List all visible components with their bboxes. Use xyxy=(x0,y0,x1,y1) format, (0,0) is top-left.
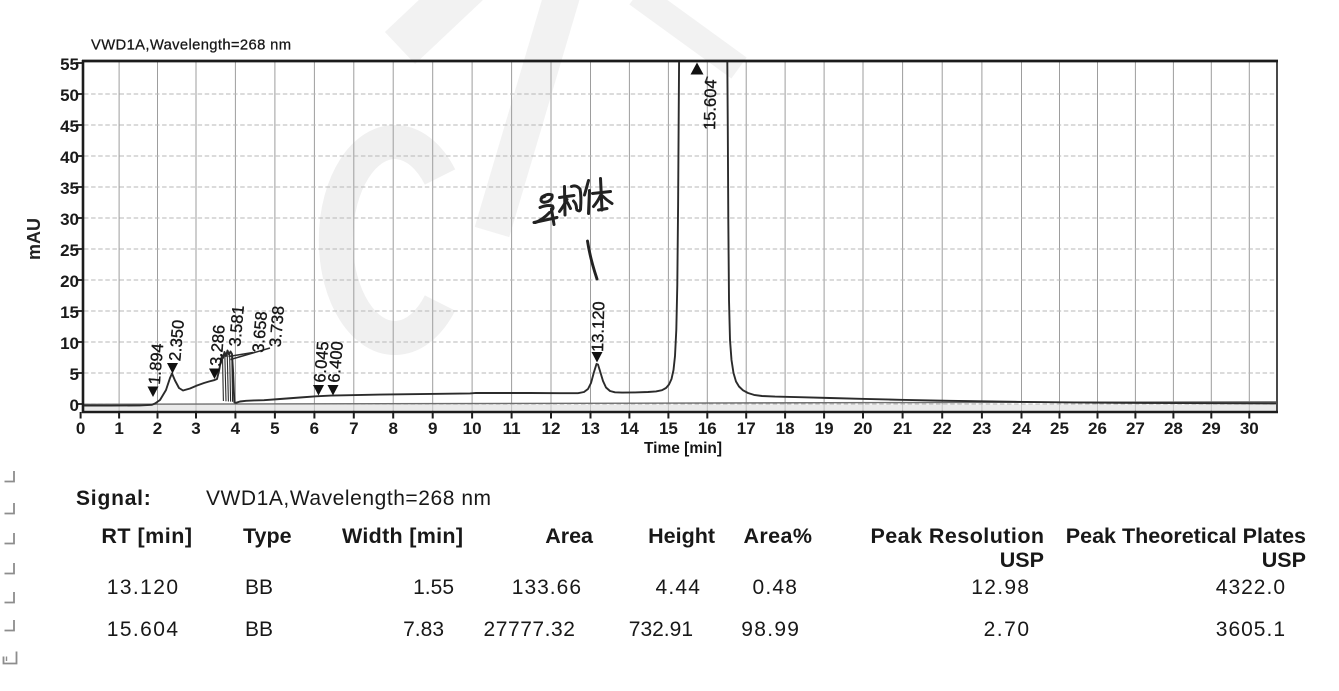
svg-text:2.350: 2.350 xyxy=(166,319,188,362)
svg-text:mAU: mAU xyxy=(24,218,44,260)
svg-text:5: 5 xyxy=(270,419,279,438)
svg-text:3.738: 3.738 xyxy=(267,305,289,348)
svg-text:13: 13 xyxy=(581,419,600,438)
svg-text:25: 25 xyxy=(1050,419,1069,438)
svg-text:45: 45 xyxy=(60,117,79,136)
svg-text:40: 40 xyxy=(60,148,79,167)
svg-text:23: 23 xyxy=(972,419,991,438)
svg-text:14: 14 xyxy=(620,419,639,438)
svg-text:10: 10 xyxy=(60,334,79,353)
svg-text:10: 10 xyxy=(463,419,482,438)
svg-text:15.604: 15.604 xyxy=(701,79,720,130)
svg-text:55: 55 xyxy=(60,55,79,74)
svg-text:8: 8 xyxy=(388,419,397,438)
svg-text:3: 3 xyxy=(191,419,200,438)
svg-text:50: 50 xyxy=(60,86,79,105)
svg-text:17: 17 xyxy=(737,419,756,438)
svg-text:3.658: 3.658 xyxy=(250,311,272,354)
svg-text:24: 24 xyxy=(1012,419,1031,438)
svg-text:0: 0 xyxy=(70,396,79,415)
svg-text:29: 29 xyxy=(1202,419,1221,438)
svg-text:4: 4 xyxy=(231,419,241,438)
svg-text:20: 20 xyxy=(854,419,873,438)
svg-text:19: 19 xyxy=(815,419,834,438)
svg-text:35: 35 xyxy=(60,179,79,198)
svg-text:9: 9 xyxy=(428,419,437,438)
svg-text:25: 25 xyxy=(60,241,79,260)
svg-text:30: 30 xyxy=(60,210,79,229)
svg-text:7: 7 xyxy=(349,419,358,438)
svg-text:6: 6 xyxy=(310,419,319,438)
svg-text:20: 20 xyxy=(60,272,79,291)
svg-text:VWD1A,Wavelength=268 nm: VWD1A,Wavelength=268 nm xyxy=(91,38,291,54)
svg-text:13.120: 13.120 xyxy=(589,301,608,352)
svg-text:27: 27 xyxy=(1126,419,1145,438)
svg-text:11: 11 xyxy=(503,419,521,438)
svg-text:5: 5 xyxy=(70,365,79,384)
svg-text:22: 22 xyxy=(933,419,952,438)
svg-text:12: 12 xyxy=(542,419,561,438)
svg-text:30: 30 xyxy=(1240,419,1259,438)
svg-text:21: 21 xyxy=(893,419,912,438)
svg-text:18: 18 xyxy=(776,419,795,438)
svg-text:6.045: 6.045 xyxy=(311,341,333,384)
svg-text:3.286: 3.286 xyxy=(207,324,229,367)
svg-text:28: 28 xyxy=(1164,419,1183,438)
svg-text:Time [min]: Time [min] xyxy=(644,440,722,457)
svg-text:15: 15 xyxy=(659,419,678,438)
svg-text:3.581: 3.581 xyxy=(226,305,248,348)
svg-text:6.400: 6.400 xyxy=(325,341,347,384)
svg-text:2: 2 xyxy=(153,419,162,438)
svg-text:26: 26 xyxy=(1088,419,1107,438)
svg-text:1: 1 xyxy=(114,419,123,438)
svg-text:1.894: 1.894 xyxy=(146,343,168,386)
svg-text:16: 16 xyxy=(698,419,717,438)
svg-text:0: 0 xyxy=(76,419,85,438)
svg-text:15: 15 xyxy=(60,303,79,322)
